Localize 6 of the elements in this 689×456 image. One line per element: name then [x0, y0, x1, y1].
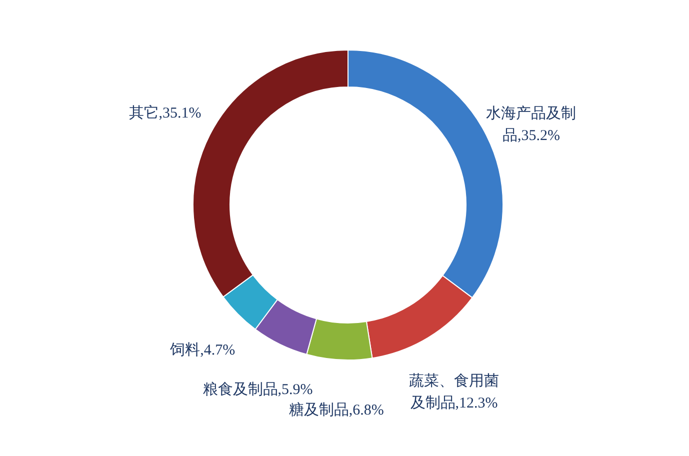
slice-label: 糖及制品,6.8% — [288, 402, 384, 419]
slice-label: 粮食及制品,5.9% — [202, 381, 313, 398]
slice-label: 其它,35.1% — [128, 104, 202, 122]
slice-label: 水海产品及制品,35.2% — [486, 105, 576, 144]
slice-label: 饲料,4.7% — [169, 342, 236, 358]
slice-label: 蔬菜、食用菌及制品,12.3% — [409, 372, 500, 412]
